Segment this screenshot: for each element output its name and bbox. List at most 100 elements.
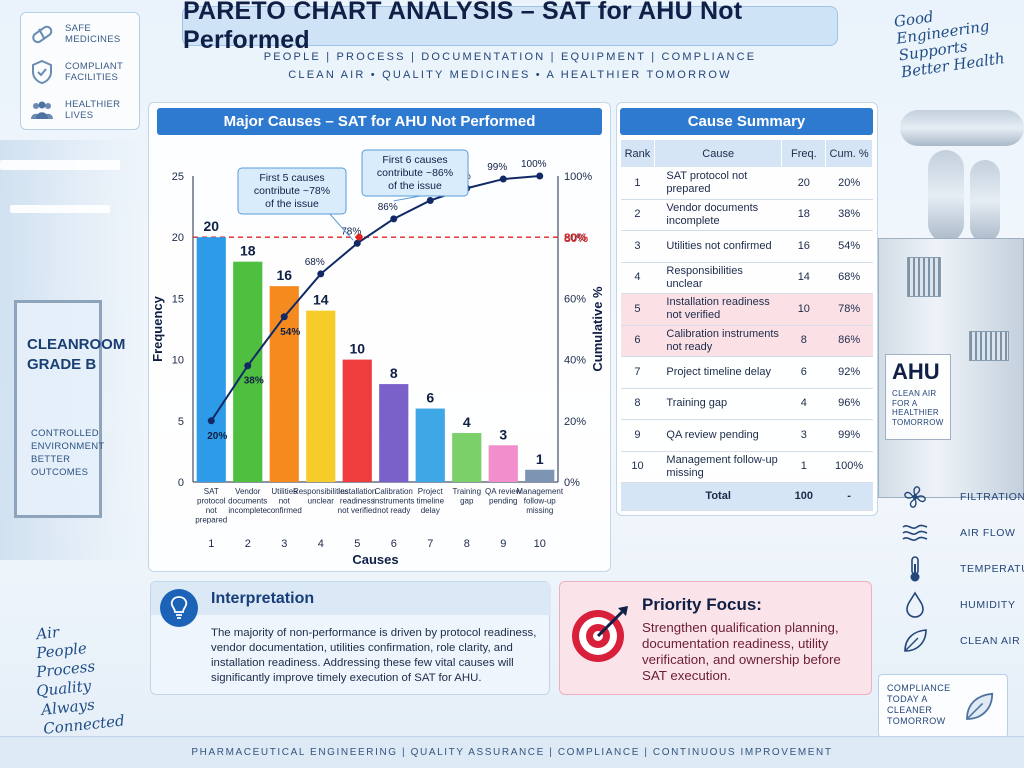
annotation-box — [237, 167, 347, 215]
total-freq: 100 — [781, 482, 826, 511]
interpretation-text: The majority of non-performance is drive… — [211, 627, 537, 684]
bar-value-label: 14 — [313, 292, 329, 308]
cell-cum: 54% — [825, 230, 873, 263]
bar-value-label: 1 — [536, 451, 544, 467]
cell-cum: 38% — [825, 199, 873, 231]
y2-axis-title: Cumulative % — [590, 286, 605, 372]
x-tick-label: Vendor documents incomplete — [228, 487, 267, 515]
table-row: 7 Project timeline delay 6 92% — [620, 356, 873, 389]
cell-cum: 96% — [825, 388, 873, 420]
cumulative-point — [426, 196, 434, 204]
x-tick-label: Calibration instruments not ready — [373, 487, 414, 515]
feature-filtration: FILTRATION — [900, 482, 1024, 512]
cumulative-point — [317, 270, 325, 278]
y-tick-label: 5 — [178, 416, 184, 428]
bar — [306, 310, 336, 482]
cell-cum: 99% — [825, 419, 873, 452]
x-tick-label: Utilities not confirmed — [267, 487, 302, 515]
threshold-marker — [355, 233, 363, 241]
x-rank-label: 5 — [354, 538, 360, 550]
cell-rank: 7 — [620, 356, 655, 389]
x-rank-label: 2 — [245, 538, 251, 550]
cell-freq: 6 — [781, 356, 826, 389]
bar-value-label: 10 — [349, 341, 365, 357]
bar — [379, 384, 409, 482]
badge-compliant-facilities: COMPLIANT FACILITIES — [29, 59, 123, 85]
annotation-box — [361, 149, 469, 197]
pill-icon — [32, 25, 53, 44]
cell-rank: 4 — [620, 262, 655, 294]
table-row: 3 Utilities not confirmed 16 54% — [620, 230, 873, 263]
feature-humidity: HUMIDITY — [900, 590, 1024, 620]
feature-air-flow: AIR FLOW — [900, 518, 1024, 548]
air-flow-icon — [902, 524, 928, 541]
cumulative-label: 20% — [207, 431, 227, 442]
cell-freq: 10 — [781, 293, 826, 326]
cumulative-point — [244, 362, 252, 370]
table-row: 1 SAT protocol not prepared 20 20% — [620, 167, 873, 200]
total-cum: - — [825, 482, 873, 511]
x-tick-label: SAT protocol not prepared — [195, 487, 227, 525]
interpretation-title: Interpretation — [211, 590, 315, 607]
water-drop-icon — [906, 591, 924, 618]
table-row: 8 Training gap 4 96% — [620, 388, 873, 420]
feature-label: FILTRATION — [960, 491, 1024, 503]
bar — [342, 359, 372, 482]
bar-value-label: 16 — [276, 267, 292, 283]
cell-cause: Project timeline delay — [654, 356, 782, 389]
y-tick-label: 15 — [172, 293, 184, 305]
footer: PHARMACEUTICAL ENGINEERING | QUALITY ASS… — [0, 736, 1024, 768]
cumulative-line — [210, 175, 540, 422]
header-rank: Rank — [620, 139, 655, 168]
background-duct — [970, 160, 1000, 242]
bar — [415, 408, 445, 482]
y2-tick-label: 40% — [564, 355, 586, 367]
feature-clean-air: CLEAN AIR — [900, 626, 1024, 656]
ahu-text: CLEAN AIR FOR A HEALTHIER TOMORROW — [892, 389, 944, 427]
cell-cum: 86% — [825, 325, 873, 357]
annotation-text: First 5 causes — [259, 172, 324, 184]
table-row: 4 Responsibilities unclear 14 68% — [620, 262, 873, 294]
y2-tick-label: 80% — [564, 232, 586, 244]
cell-cause: Vendor documents incomplete — [654, 199, 782, 231]
cell-rank — [620, 482, 655, 511]
total-label: Total — [654, 482, 782, 511]
target-icon — [572, 606, 628, 662]
cell-rank: 1 — [620, 167, 655, 200]
compliance-text: COMPLIANCE TODAY A CLEANER TOMORROW — [887, 683, 951, 726]
ahu-unit — [878, 238, 1024, 498]
cell-cum: 68% — [825, 262, 873, 294]
title-banner: PARETO CHART ANALYSIS – SAT for AHU Not … — [182, 0, 838, 54]
x-rank-label: 6 — [391, 538, 397, 550]
cell-freq: 18 — [781, 199, 826, 231]
cell-cause: Installation readiness not verified — [654, 293, 782, 326]
cumulative-point — [280, 313, 288, 321]
bar-value-label: 18 — [240, 243, 256, 259]
bar-value-label: 8 — [390, 365, 398, 381]
table-row: 6 Calibration instruments not ready 8 86% — [620, 325, 873, 357]
x-rank-label: 9 — [500, 538, 506, 550]
annotation-text: of the issue — [388, 180, 442, 192]
feature-temperature: TEMPERATURE — [900, 554, 1024, 584]
interpretation-panel: Interpretation The majority of non-perfo… — [150, 581, 551, 695]
annotation-text: First 6 causes — [382, 154, 447, 166]
badge-label: SAFE MEDICINES — [65, 23, 121, 45]
bar — [196, 237, 226, 482]
cumulative-point — [536, 172, 544, 180]
annotation-text: contribute ~86% — [377, 167, 453, 179]
cell-freq: 3 — [781, 419, 826, 452]
bar — [525, 469, 555, 482]
x-axis-title: Causes — [352, 552, 398, 567]
cumulative-label: 78% — [341, 226, 361, 237]
cumulative-label: 100% — [521, 159, 547, 170]
x-rank-label: 7 — [427, 538, 433, 550]
badge-label: COMPLIANT FACILITIES — [65, 61, 124, 83]
people-icon — [31, 101, 53, 119]
feature-label: TEMPERATURE — [960, 563, 1024, 575]
x-tick-label: Management follow-up missing — [516, 487, 563, 515]
page-title: PARETO CHART ANALYSIS – SAT for AHU Not … — [183, 0, 743, 54]
table-row: 9 QA review pending 3 99% — [620, 419, 873, 452]
cleanroom-text: CONTROLLED ENVIRONMENT BETTER OUTCOMES — [31, 428, 105, 478]
cell-rank: 8 — [620, 388, 655, 420]
cell-freq: 20 — [781, 167, 826, 200]
